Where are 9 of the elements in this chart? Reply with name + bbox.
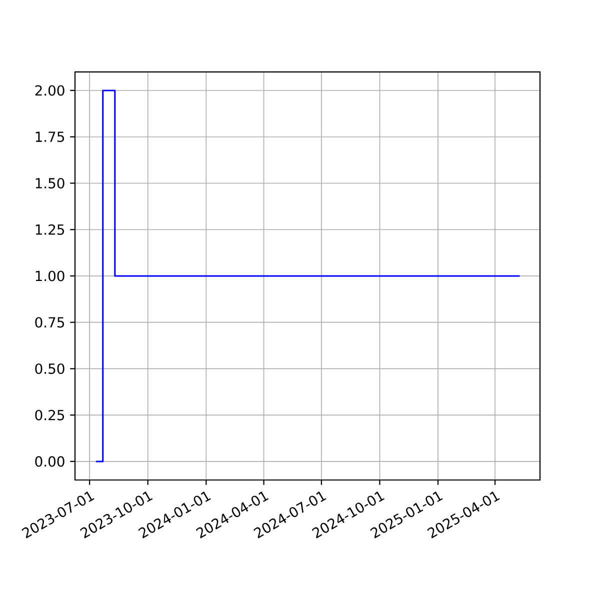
y-tick-label: 1.25 (36, 224, 64, 235)
y-tick-label: 0.75 (35, 317, 64, 328)
y-tick-label: 0.00 (35, 456, 64, 467)
y-tick-label: 1.50 (36, 178, 64, 188)
y-tick-label: 2.00 (35, 85, 64, 96)
y-tick-label: 1.75 (36, 132, 64, 142)
y-tick-label: 0.50 (35, 363, 64, 374)
y-tick-label: 1.00 (36, 270, 64, 282)
y-tick-label: 0.25 (35, 410, 64, 420)
